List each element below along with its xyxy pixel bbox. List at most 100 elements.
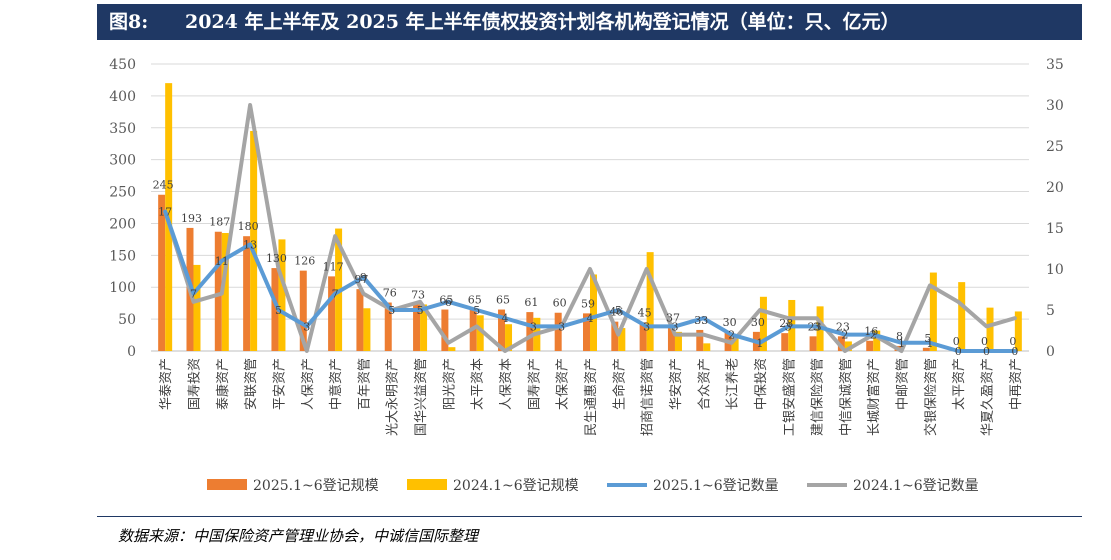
bar-2024 <box>448 347 456 351</box>
bar-2024 <box>505 324 513 351</box>
bar-2024 <box>873 330 881 351</box>
chart: 0501001502002503003504004500510152025303… <box>109 57 1064 494</box>
figure-title: 2024 年上半年及 2025 年上半年债权投资计划各机构登记情况（单位：只、亿… <box>185 11 900 33</box>
category-label: 合众资产 <box>697 358 712 410</box>
bar-2024 <box>618 328 626 351</box>
bar-2025 <box>384 302 392 351</box>
line-2025-data-label: 3 <box>558 320 565 333</box>
left-axis-tick-label: 200 <box>109 216 136 232</box>
bar-2025-data-label: 97 <box>354 273 368 286</box>
line-2025-data-label: 5 <box>417 304 424 317</box>
bar-2025 <box>639 322 647 351</box>
bar-2025-data-label: 30 <box>723 316 737 329</box>
bar-2024 <box>363 308 371 351</box>
right-axis-tick-label: 25 <box>1046 139 1064 155</box>
category-label: 华安资产 <box>669 358 684 410</box>
bar-2025-data-label: 65 <box>468 294 482 307</box>
line-2025-data-label: 0 <box>983 345 990 358</box>
category-label: 建信保险资管 <box>811 358 826 436</box>
bar-2024 <box>221 233 229 351</box>
category-label: 华泰资产 <box>159 358 174 410</box>
bar-2024 <box>674 331 682 351</box>
bar-2025-data-label: 187 <box>209 216 230 229</box>
category-label: 百年资管 <box>357 358 372 410</box>
left-axis-tick-label: 0 <box>127 344 136 360</box>
bar-2024 <box>590 274 597 351</box>
legend-label: 2025.1~6登记数量 <box>653 478 779 494</box>
bar-2025 <box>583 313 590 351</box>
category-label: 太平资产 <box>952 358 967 410</box>
bar-2024 <box>703 343 711 351</box>
bar-2024 <box>250 130 258 351</box>
bar-2024 <box>929 272 937 351</box>
bar-2025-data-label: 0 <box>1009 335 1016 348</box>
line-2025-data-label: 3 <box>303 320 310 333</box>
line-2025-data-label: 3 <box>643 320 650 333</box>
bar-2025-data-label: 117 <box>323 260 344 273</box>
category-label: 招商信诺资管 <box>641 358 656 436</box>
line-2025-data-label: 1 <box>898 337 905 350</box>
bar-2025 <box>498 309 506 351</box>
category-label: 中信保诚资管 <box>839 358 854 436</box>
bar-2025-data-label: 5 <box>924 332 931 345</box>
bar-2025-data-label: 73 <box>411 288 425 301</box>
bar-2025 <box>667 327 675 351</box>
bar-2025-data-label: 8 <box>896 330 903 343</box>
bar-2025 <box>554 312 562 351</box>
legend-label: 2025.1~6登记规模 <box>253 478 379 494</box>
left-axis-tick-label: 50 <box>118 312 136 328</box>
bar-2024 <box>731 338 739 351</box>
category-label: 人保资本 <box>499 358 514 410</box>
bar-2025 <box>696 329 704 351</box>
bar-2025 <box>526 312 534 351</box>
category-label: 民生通惠资产 <box>584 358 599 436</box>
left-axis-tick-label: 450 <box>109 57 136 73</box>
line-2025-data-label: 7 <box>190 288 197 301</box>
footer-divider <box>97 516 1082 517</box>
left-axis-tick-label: 150 <box>109 248 136 264</box>
bar-2025 <box>328 276 336 351</box>
bar-2024 <box>1014 311 1022 351</box>
bar-2024 <box>278 239 286 351</box>
legend-label: 2024.1~6登记规模 <box>453 478 579 494</box>
bar-2025-data-label: 126 <box>294 255 315 268</box>
line-2025-data-label: 4 <box>587 312 594 325</box>
bar-2025 <box>243 236 251 351</box>
line-2025-data-label: 5 <box>275 304 282 317</box>
bar-2025-data-label: 0 <box>981 335 988 348</box>
bar-2024 <box>646 252 654 351</box>
left-axis-tick-label: 400 <box>109 89 136 105</box>
category-label: 中保投资 <box>753 358 769 410</box>
line-2025-data-label: 2 <box>870 329 877 342</box>
bar-2025 <box>158 194 166 351</box>
right-axis-tick-label: 20 <box>1046 180 1064 196</box>
bar-2025-data-label: 23 <box>808 320 822 333</box>
category-label: 泰康资产 <box>215 358 231 410</box>
line-2025-data-label: 3 <box>813 320 820 333</box>
legend-swatch <box>207 479 247 490</box>
bar-2025-data-label: 245 <box>153 179 174 192</box>
bar-2025-data-label: 180 <box>238 220 259 233</box>
bar-2025 <box>866 340 874 351</box>
bar-2025-data-label: 193 <box>181 212 202 225</box>
line-2025-data-label: 2 <box>841 329 848 342</box>
category-label: 中再资产 <box>1009 358 1024 410</box>
figure-title-bar: 图8: 2024 年上半年及 2025 年上半年债权投资计划各机构登记情况（单位… <box>97 4 1082 40</box>
bar-2025 <box>299 270 307 351</box>
bar-2025-data-label: 76 <box>383 287 397 300</box>
bar-2025 <box>413 304 421 351</box>
category-label: 阳光资产 <box>442 358 457 410</box>
line-2025-data-label: 7 <box>332 288 339 301</box>
category-label: 生命资产 <box>611 358 627 410</box>
line-2025-data-label: 6 <box>445 296 452 309</box>
category-label: 安联资管 <box>244 358 259 410</box>
legend-label: 2024.1~6登记数量 <box>853 478 979 494</box>
series-line-2025-count <box>163 209 1017 353</box>
bar-2024 <box>193 264 201 351</box>
figure-label: 图8: <box>109 11 149 33</box>
bar-2024 <box>986 307 994 351</box>
category-label: 中邮资管 <box>896 358 911 410</box>
line-2025-data-label: 5 <box>615 304 622 317</box>
category-label: 国寿投资 <box>186 358 202 410</box>
line-2025-data-label: 1 <box>756 337 763 350</box>
